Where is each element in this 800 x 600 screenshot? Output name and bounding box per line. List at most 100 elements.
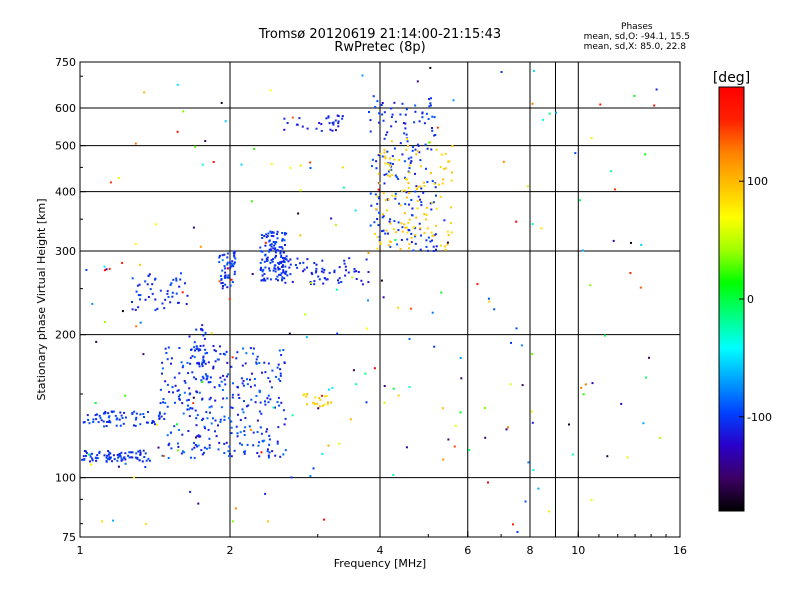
data-point [313, 402, 316, 405]
data-point [318, 278, 321, 281]
data-point [426, 227, 429, 230]
data-point [515, 327, 518, 330]
data-point [425, 239, 428, 242]
data-point [512, 523, 514, 526]
y-axis-label: Stationary phase Virtual Height [km] [35, 198, 48, 400]
data-point [326, 278, 329, 281]
data-point [267, 456, 270, 459]
data-point [284, 265, 287, 268]
data-point [223, 442, 226, 445]
data-point [442, 458, 445, 461]
data-point [420, 234, 422, 237]
data-point [255, 362, 258, 365]
data-point [242, 411, 245, 414]
data-point [376, 218, 379, 220]
data-point [397, 229, 400, 232]
data-point [349, 418, 352, 421]
data-point [282, 257, 284, 259]
data-point [407, 186, 410, 189]
data-point [376, 195, 379, 198]
data-point [276, 440, 279, 443]
data-point [143, 91, 146, 94]
data-point [144, 280, 147, 283]
data-point [281, 239, 284, 242]
data-point [378, 197, 380, 200]
data-point [338, 266, 341, 269]
data-point [142, 413, 145, 415]
data-point [209, 381, 212, 384]
data-point [297, 212, 300, 215]
data-point [158, 411, 161, 414]
data-point [423, 232, 426, 235]
x-axis: 1 2 4 6 8 10 16 [77, 531, 687, 557]
data-point [162, 401, 165, 404]
data-point [265, 236, 268, 239]
data-point [214, 350, 217, 353]
data-point [357, 271, 360, 273]
data-point [416, 143, 419, 146]
data-point [218, 441, 221, 444]
data-point [191, 407, 194, 410]
data-point [277, 363, 280, 366]
data-point [177, 429, 180, 431]
data-point [185, 303, 188, 305]
data-point [433, 134, 436, 137]
data-point [329, 128, 332, 131]
data-point [201, 380, 204, 383]
data-point [374, 193, 377, 196]
data-point [483, 407, 486, 409]
data-point [120, 457, 123, 460]
data-point [226, 276, 229, 279]
data-point [367, 271, 370, 273]
data-point [266, 397, 269, 400]
data-point [282, 409, 285, 412]
data-point [405, 446, 408, 449]
data-point [279, 368, 282, 371]
data-point [131, 308, 134, 311]
data-point [653, 104, 656, 107]
data-point [446, 230, 449, 233]
data-point [373, 367, 376, 370]
data-point [376, 247, 379, 250]
data-point [327, 388, 330, 391]
data-point [164, 401, 167, 404]
data-point [379, 243, 382, 245]
data-point [267, 232, 270, 235]
data-point [532, 469, 535, 471]
data-point [298, 117, 301, 120]
data-point [403, 212, 406, 215]
data-point [431, 239, 434, 242]
data-point [192, 396, 195, 399]
data-point [275, 241, 278, 243]
data-point [226, 286, 229, 289]
data-point [198, 391, 201, 394]
data-point [205, 411, 208, 414]
data-point [360, 279, 363, 282]
data-point [113, 458, 116, 461]
data-point [207, 428, 210, 431]
data-point [408, 167, 411, 170]
data-point [249, 428, 252, 431]
data-point [206, 417, 209, 420]
x-tick-label: 4 [377, 544, 384, 557]
data-point [253, 378, 256, 380]
data-point [130, 451, 132, 454]
data-point [231, 281, 234, 284]
data-point [301, 125, 304, 128]
data-point [227, 276, 230, 279]
data-point [286, 122, 289, 124]
data-point [255, 358, 258, 361]
data-point [258, 441, 261, 444]
data-point [390, 168, 393, 171]
data-point [389, 165, 392, 168]
data-point [431, 127, 433, 129]
data-point [444, 152, 447, 155]
data-point [280, 401, 283, 404]
data-point [279, 252, 282, 255]
data-points [81, 66, 662, 533]
data-point [447, 160, 450, 163]
data-point [177, 445, 180, 448]
data-point [429, 102, 432, 105]
data-point [488, 300, 491, 303]
data-point [169, 283, 172, 286]
